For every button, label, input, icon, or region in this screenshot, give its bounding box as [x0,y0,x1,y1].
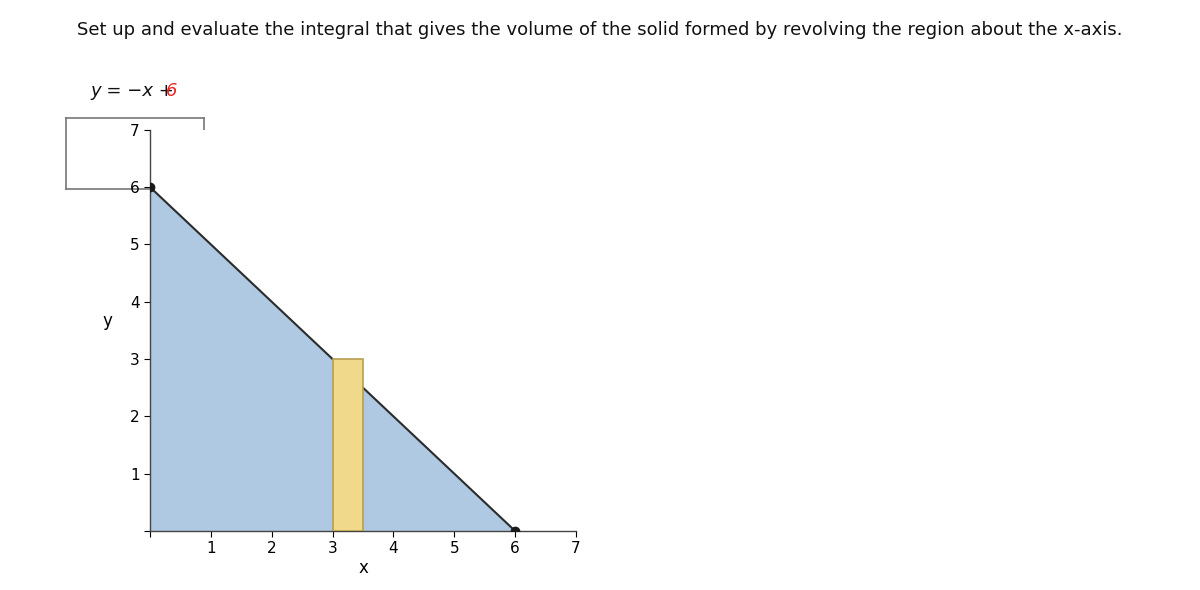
X-axis label: x: x [358,559,368,577]
Text: Set up and evaluate the integral that gives the volume of the solid formed by re: Set up and evaluate the integral that gi… [77,21,1123,39]
Text: 6: 6 [166,83,178,100]
Y-axis label: y: y [102,312,113,330]
Text: y = −x +: y = −x + [90,83,180,100]
Bar [332,359,364,531]
